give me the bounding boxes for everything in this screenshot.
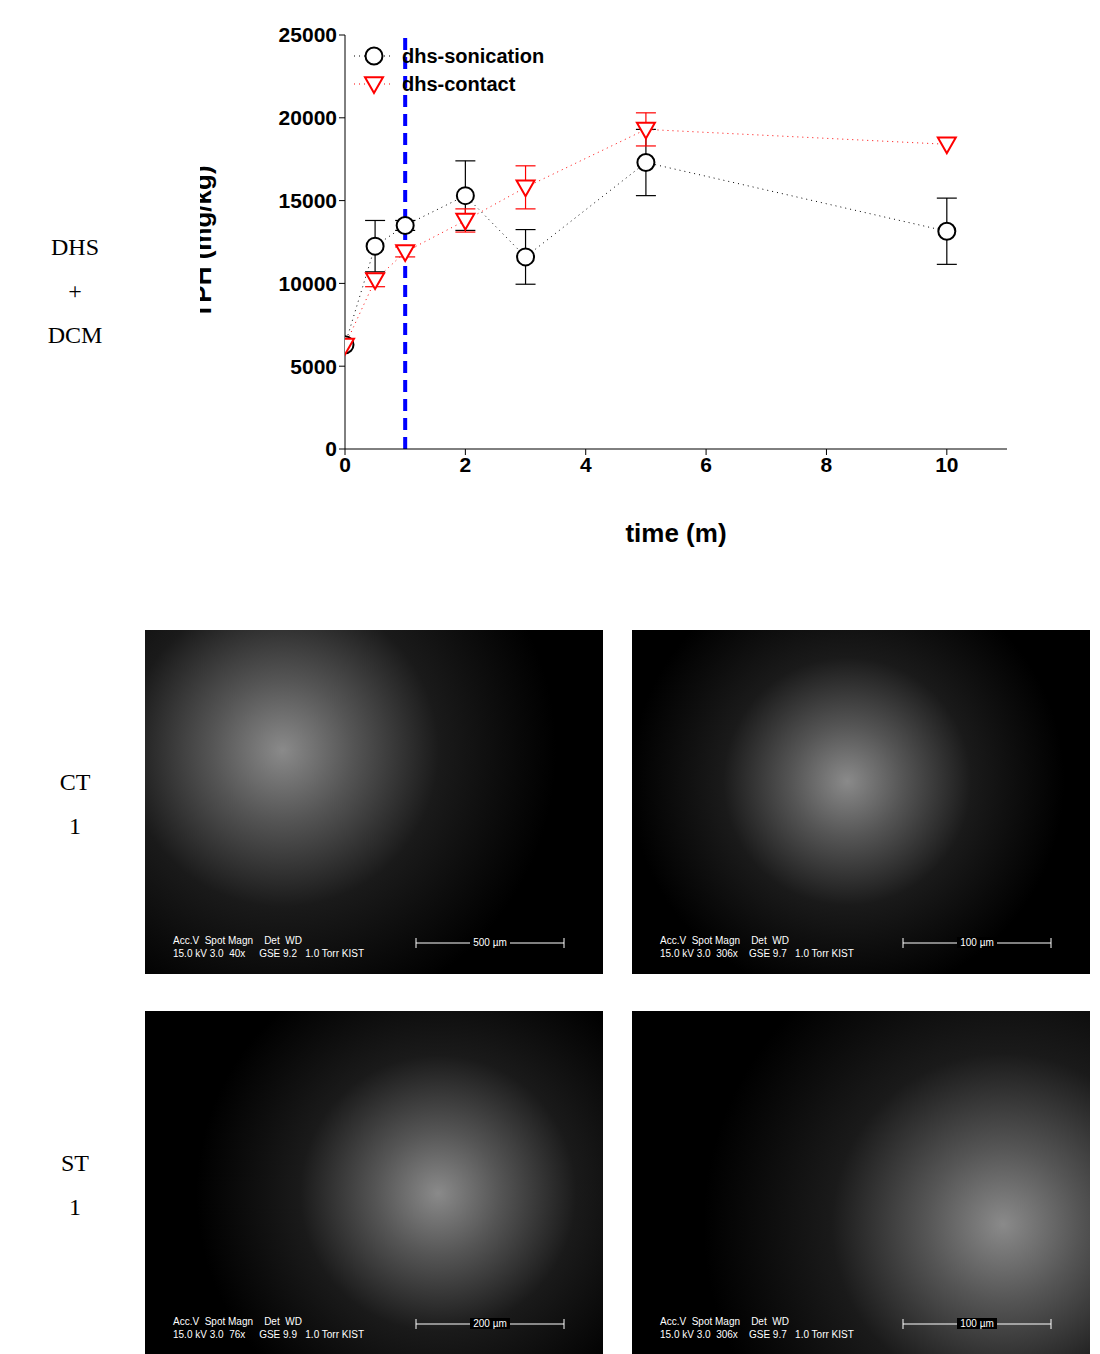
html-text:15.0 kV 3.0 306x GSE 9.7 1.0 T: 15.0 kV 3.0 306x GSE 9.7 1.0 Torr KIST [660, 948, 854, 959]
html-text:DCM: DCM [47, 322, 103, 348]
html-text:15.0 kV 3.0 76x GSE 9.9 1.0 To: 15.0 kV 3.0 76x GSE 9.9 1.0 Torr KIST [173, 1329, 364, 1340]
svg-text:0: 0 [339, 453, 351, 476]
html-text:Acc.V Spot Magn Det WD: Acc.V Spot Magn Det WD [173, 935, 302, 946]
svg-text:6: 6 [700, 453, 712, 476]
svg-text:8: 8 [821, 453, 833, 476]
html-text:dhs-sonication: dhs-sonication [402, 44, 545, 67]
html-text:100 µm: 100 µm [960, 1318, 994, 1329]
svg-text:5000: 5000 [290, 355, 337, 378]
svg-text:0: 0 [325, 437, 337, 460]
html-text:Acc.V Spot Magn Det WD: Acc.V Spot Magn Det WD [173, 1316, 302, 1327]
html-text:1: 1 [69, 813, 81, 839]
html-text:500 µm: 500 µm [473, 937, 507, 948]
svg-text:15000: 15000 [279, 189, 337, 212]
svg-text:10: 10 [935, 453, 958, 476]
html-text:CT: CT [59, 769, 91, 795]
svg-text:4: 4 [580, 453, 592, 476]
html-text:dhs-contact: dhs-contact [402, 72, 516, 95]
svg-text:2: 2 [460, 453, 472, 476]
html-text:15.0 kV 3.0 306x GSE 9.7 1.0 T: 15.0 kV 3.0 306x GSE 9.7 1.0 Torr KIST [660, 1329, 854, 1340]
html-text:1: 1 [69, 1194, 81, 1220]
html-text:DHS: DHS [51, 234, 99, 260]
svg-text:20000: 20000 [279, 106, 337, 129]
html-text:15.0 kV 3.0 40x GSE 9.2 1.0 To: 15.0 kV 3.0 40x GSE 9.2 1.0 Torr KIST [173, 948, 364, 959]
svg-text:TPH (mg/kg): TPH (mg/kg) [200, 165, 217, 318]
html-text:200 µm: 200 µm [473, 1318, 507, 1329]
svg-text:25000: 25000 [279, 23, 337, 46]
html-text:Acc.V Spot Magn Det WD: Acc.V Spot Magn Det WD [660, 1316, 789, 1327]
html-text:Acc.V Spot Magn Det WD: Acc.V Spot Magn Det WD [660, 935, 789, 946]
html-text:100 µm: 100 µm [960, 937, 994, 948]
html-text:ST: ST [61, 1150, 89, 1176]
svg-text:10000: 10000 [279, 272, 337, 295]
svg-text:time (m): time (m) [625, 518, 726, 548]
